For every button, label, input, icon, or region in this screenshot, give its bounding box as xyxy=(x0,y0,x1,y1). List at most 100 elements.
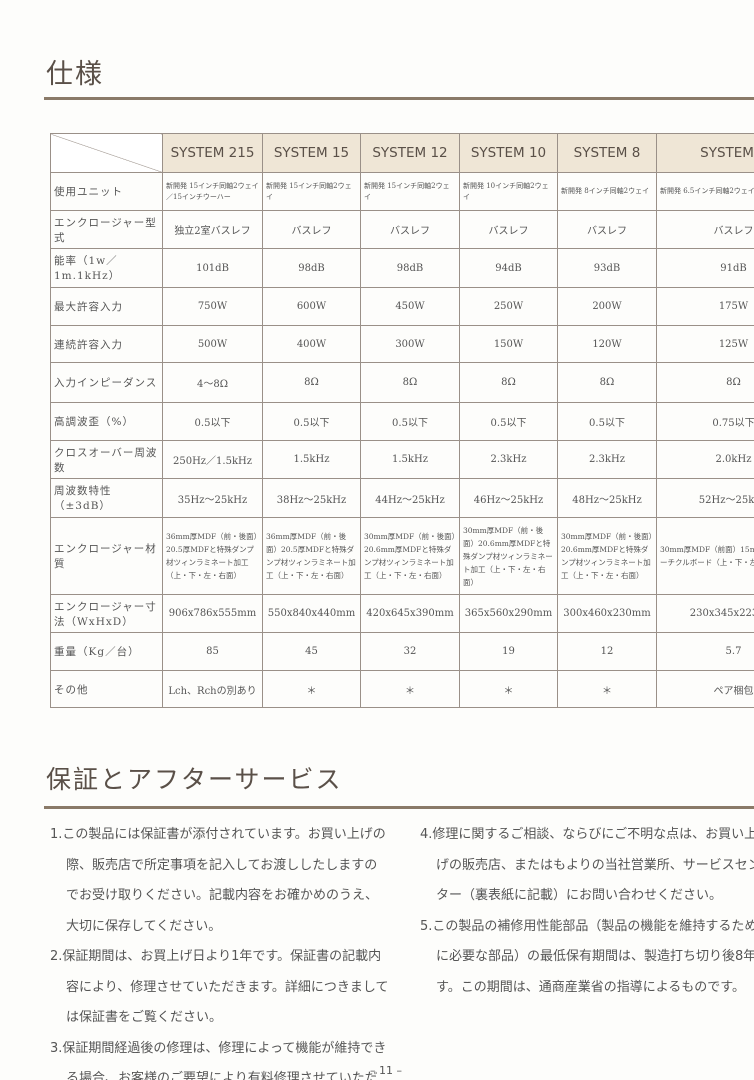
table-cell: 93dB xyxy=(557,248,657,288)
table-cell: 新開発 6.5インチ同軸2ウェイ xyxy=(656,172,754,211)
table-cell: 0.5以下 xyxy=(360,402,460,441)
table-row: 高調波歪（%） 0.5以下 0.5以下 0.5以下 0.5以下 0.5以下 0.75以下 xyxy=(50,402,754,441)
table-cell: 46Hz〜25kHz xyxy=(459,478,558,518)
table-cell: 200W xyxy=(557,287,657,326)
table-row: 重量（Kg／台） 85 45 32 19 12 5.7 xyxy=(50,632,754,671)
table-cell: 30mm厚MDF（前面）15mm厚高圧縮パーチクルボード（上・下・左・右・後面） xyxy=(656,517,754,595)
table-cell: 30mm厚MDF（前・後面）20.6mm厚MDFと特殊ダンプ材ツィンラミネート加… xyxy=(360,517,460,595)
table-cell: 101dB xyxy=(162,248,263,288)
table-row: 周波数特性（±3dB） 35Hz〜25kHz 38Hz〜25kHz 44Hz〜25kH… xyxy=(50,478,754,518)
warranty-item: 4.修理に関するご相談、ならびにご不明な点は、お買い上げの販売店、またはもよりの… xyxy=(420,827,754,903)
table-cell: ＊ xyxy=(557,670,657,708)
table-row: 能率（1w／1m.1kHz） 101dB 98dB 98dB 94dB 93dB 91dB xyxy=(50,248,754,288)
table-cell: 8Ω xyxy=(262,362,361,403)
table-row: エンクロージャー寸法（WxHxD） 906x786x555mm 550x840x44… xyxy=(50,594,754,633)
table-row: エンクロージャー材質 36mm厚MDF（前・後面）20.5厚MDFと特殊ダンプ材ツ… xyxy=(50,517,754,595)
table-row: 入力インピーダンス 4〜8Ω 8Ω 8Ω 8Ω 8Ω 8Ω xyxy=(50,362,754,403)
row-label: クロスオーバー周波数 xyxy=(50,440,163,479)
table-cell: 98dB xyxy=(360,248,460,288)
warranty-item: 1.この製品には保証書が添付されています。お買い上げの際、販売店で所定事項を記入… xyxy=(50,827,386,934)
table-cell: 98dB xyxy=(262,248,361,288)
table-cell: 300x460x230mm xyxy=(557,594,657,633)
row-label: 入力インピーダンス xyxy=(50,362,163,403)
table-cell: 48Hz〜25kHz xyxy=(557,478,657,518)
table-cell: 2.3kHz xyxy=(459,440,558,479)
table-cell: 36mm厚MDF（前・後面）20.5厚MDFと特殊ダンプ材ツィンラミネート加工（… xyxy=(262,517,361,595)
column-header: SYSTEM 15 xyxy=(262,133,361,173)
table-cell: 250W xyxy=(459,287,558,326)
table-cell: 52Hz〜25kHz xyxy=(656,478,754,518)
table-cell: 906x786x555mm xyxy=(162,594,263,633)
table-row: その他 Lch、Rchの別あり＊＊＊＊ペア梱包 xyxy=(50,670,754,708)
table-cell: 新開発 15インチ同軸2ウェイ xyxy=(360,172,460,211)
table-cell: 250Hz／1.5kHz xyxy=(162,440,263,479)
table-row: 連続許容入力 500W 400W 300W 150W 120W 125W xyxy=(50,325,754,363)
table-cell: 45 xyxy=(262,632,361,671)
table-cell: 600W xyxy=(262,287,361,326)
table-cell: ＊ xyxy=(459,670,558,708)
table-cell: 450W xyxy=(360,287,460,326)
table-cell: バスレフ xyxy=(656,210,754,249)
table-cell: 独立2室バスレフ xyxy=(162,210,263,249)
table-cell: 新開発 15インチ同軸2ウェイ xyxy=(262,172,361,211)
spec-table: SYSTEM 215 SYSTEM 15 SYSTEM 12 SYSTEM 10 SYS… xyxy=(50,133,754,708)
table-cell: バスレフ xyxy=(557,210,657,249)
table-cell: 400W xyxy=(262,325,361,363)
row-label: 最大許容入力 xyxy=(50,287,163,326)
table-cell: 500W xyxy=(162,325,263,363)
row-label: 重量（Kg／台） xyxy=(50,632,163,671)
table-cell: 30mm厚MDF（前・後面）20.6mm厚MDFと特殊ダンプ材ツィンラミネート加… xyxy=(557,517,657,595)
corner-cell xyxy=(50,133,163,173)
row-label: その他 xyxy=(50,670,163,708)
warranty-item: 2.保証期間は、お買上げ日より1年です。保証書の記載内容により、修理させていただ… xyxy=(50,949,389,1025)
table-cell: 2.0kHz xyxy=(656,440,754,479)
table-cell: 175W xyxy=(656,287,754,326)
column-header: SYSTEM 8 xyxy=(557,133,657,173)
table-cell: 365x560x290mm xyxy=(459,594,558,633)
title-rule xyxy=(44,97,754,100)
table-cell: 750W xyxy=(162,287,263,326)
table-cell: 新開発 10インチ同軸2ウェイ xyxy=(459,172,558,211)
row-label: 使用ユニット xyxy=(50,172,163,211)
table-cell: 0.75以下 xyxy=(656,402,754,441)
table-cell: 94dB xyxy=(459,248,558,288)
warranty-right-column: 4.修理に関するご相談、ならびにご不明な点は、お買い上げの販売店、またはもよりの… xyxy=(420,820,754,1003)
table-row: 最大許容入力 750W 600W 450W 250W 200W 175W xyxy=(50,287,754,326)
table-cell: 8Ω xyxy=(557,362,657,403)
table-row: エンクロージャー型式 独立2室バスレフ バスレフ バスレフ バスレフ バスレフ バスレフ xyxy=(50,210,754,249)
table-cell: 30mm厚MDF（前・後面）20.6mm厚MDFと特殊ダンプ材ツィンラミネート加… xyxy=(459,517,558,595)
page-number: – 11 – xyxy=(370,1064,402,1077)
column-header: SYSTEM 6 xyxy=(656,133,754,173)
table-cell: バスレフ xyxy=(459,210,558,249)
spec-title: 仕様 xyxy=(46,59,104,90)
table-cell: ＊ xyxy=(262,670,361,708)
table-cell: 8Ω xyxy=(360,362,460,403)
table-cell: 12 xyxy=(557,632,657,671)
table-cell: バスレフ xyxy=(262,210,361,249)
table-cell: 300W xyxy=(360,325,460,363)
table-cell: 0.5以下 xyxy=(557,402,657,441)
table-cell: 150W xyxy=(459,325,558,363)
table-cell: 0.5以下 xyxy=(162,402,263,441)
row-label: エンクロージャー材質 xyxy=(50,517,163,595)
row-label: 高調波歪（%） xyxy=(50,402,163,441)
row-label: エンクロージャー寸法（WxHxD） xyxy=(50,594,163,633)
row-label: 能率（1w／1m.1kHz） xyxy=(50,248,163,288)
table-cell: Lch、Rchの別あり xyxy=(162,670,263,708)
column-header: SYSTEM 12 xyxy=(360,133,460,173)
table-cell: 19 xyxy=(459,632,558,671)
row-label: エンクロージャー型式 xyxy=(50,210,163,249)
table-cell: 2.3kHz xyxy=(557,440,657,479)
table-cell: バスレフ xyxy=(360,210,460,249)
row-label: 連続許容入力 xyxy=(50,325,163,363)
table-cell: 5.7 xyxy=(656,632,754,671)
table-cell: 8Ω xyxy=(656,362,754,403)
warranty-item: 5.この製品の補修用性能部品（製品の機能を維持するために必要な部品）の最低保有期… xyxy=(420,918,754,995)
table-cell: 125W xyxy=(656,325,754,363)
table-cell: 新開発 8インチ同軸2ウェイ xyxy=(557,172,657,211)
table-cell: 4〜8Ω xyxy=(162,362,263,403)
table-row: 使用ユニット 新開発 15インチ同軸2ウェイ／15インチウーハー 新開発 15インチ… xyxy=(50,172,754,211)
warranty-left-column: 1.この製品には保証書が添付されています。お買い上げの際、販売店で所定事項を記入… xyxy=(50,820,390,1080)
column-header: SYSTEM 215 xyxy=(162,133,263,173)
